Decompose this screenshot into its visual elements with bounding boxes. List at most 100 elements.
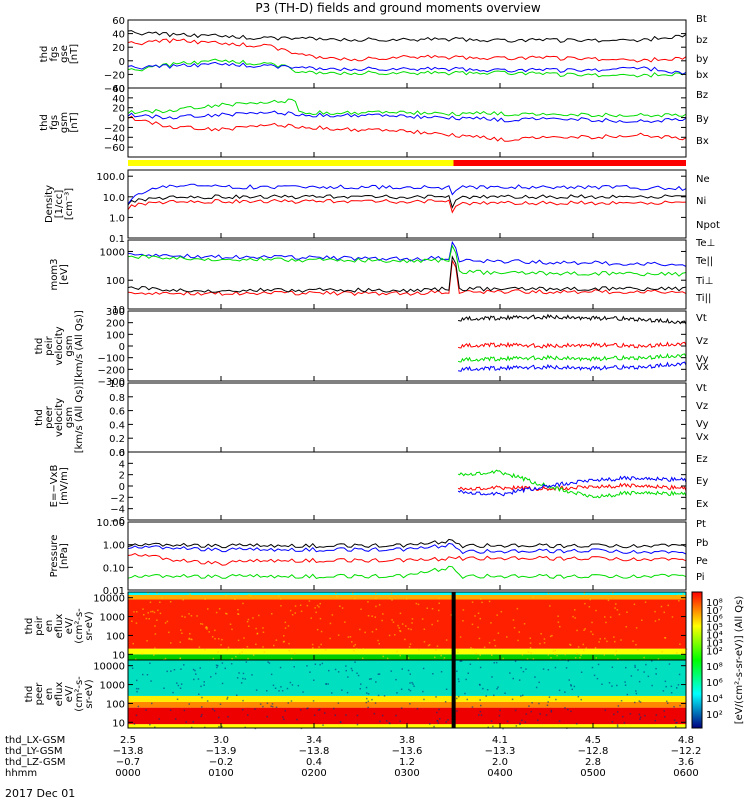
spectrogram-speck	[499, 709, 501, 712]
spectrogram-speck	[284, 627, 287, 629]
y-axis-label: eflux	[54, 682, 65, 707]
spectrogram-speck	[460, 660, 463, 662]
spectrogram-speck	[373, 712, 376, 715]
spectrogram-speck	[471, 601, 474, 603]
y-axis-label: thd	[39, 46, 50, 63]
y-tick-label: 0.2	[109, 434, 125, 445]
spectrogram-speck	[400, 688, 403, 690]
spectrogram-speck	[143, 614, 145, 616]
spectrogram-speck	[569, 643, 571, 646]
spectrogram-speck	[620, 700, 623, 702]
spectrogram-speck	[547, 701, 549, 703]
spectrogram-speck	[354, 661, 356, 663]
spectrogram-speck	[288, 650, 290, 652]
colorbar-tick: 10²	[706, 710, 723, 721]
spectrogram-speck	[480, 714, 483, 716]
spectrogram-speck	[400, 707, 403, 709]
spectrogram-speck	[314, 607, 316, 609]
spectrogram-speck	[243, 637, 245, 639]
spectrogram-speck	[572, 615, 574, 618]
spectrogram-speck	[471, 623, 474, 626]
spectrogram-speck	[496, 688, 498, 690]
y-axis-label: peer	[44, 405, 55, 429]
spectrogram-speck	[557, 621, 560, 623]
axis-row-value: 2.5	[120, 735, 136, 746]
spectrogram-speck	[493, 639, 496, 641]
spectrogram-speck	[329, 637, 331, 640]
spectrogram-speck	[169, 601, 172, 603]
spectrogram-speck	[579, 656, 581, 659]
spectrogram-speck	[353, 649, 355, 652]
spectrogram-speck	[388, 634, 391, 637]
spectrogram-speck	[577, 646, 580, 648]
panel-6: Vt Vz Vy Vx 1.0 0.8 0.6 0.4 0.2 0.0 thd peer velocit…	[34, 379, 709, 459]
y-tick-label: 10	[112, 650, 125, 661]
spectrogram-speck	[356, 723, 359, 726]
legend-label: Bt	[696, 14, 707, 25]
spectrogram-speck	[242, 672, 245, 675]
spectrogram-speck	[598, 641, 600, 643]
spectrogram-speck	[164, 657, 167, 660]
spectrogram-speck	[287, 625, 290, 627]
spectrogram-speck	[629, 713, 632, 715]
spectrogram-speck	[576, 653, 578, 655]
spectrogram-speck	[214, 638, 216, 640]
spectrogram-speck	[516, 607, 519, 610]
spectrogram-speck	[478, 683, 481, 686]
spectrogram-speck	[242, 602, 244, 605]
spectrogram-speck	[277, 595, 280, 597]
spectrogram-speck	[614, 654, 616, 656]
y-tick-label: −60	[104, 143, 125, 154]
spectrogram-speck	[329, 622, 332, 625]
spectrogram-speck	[616, 724, 619, 726]
spectrogram-speck	[391, 599, 393, 601]
y-tick-label: 300	[106, 307, 125, 318]
spectrogram-speck	[300, 709, 302, 711]
spectrogram-speck	[539, 642, 541, 645]
axis-row-value: 0300	[394, 768, 419, 779]
spectrogram-speck	[469, 663, 472, 665]
y-tick-label: 10.0	[103, 193, 125, 204]
legend-label: Ez	[696, 454, 708, 465]
spectrogram-speck	[237, 613, 239, 615]
spectrogram-speck	[555, 698, 557, 701]
spectrogram-band	[128, 660, 686, 696]
spectrogram-speck	[353, 645, 355, 647]
spectrogram-speck	[280, 605, 282, 607]
spectrogram-speck	[149, 601, 152, 603]
spectrogram-speck	[478, 714, 480, 716]
spectrogram-speck	[408, 646, 411, 648]
spectrogram-speck	[352, 592, 354, 595]
spectrogram-speck	[366, 697, 368, 700]
spectrogram-speck	[655, 714, 658, 716]
spectrogram-speck	[521, 719, 523, 722]
spectrogram-speck	[371, 615, 373, 617]
spectrogram-speck	[678, 600, 680, 602]
y-axis-label: gsm	[64, 407, 75, 428]
spectrogram-speck	[462, 620, 464, 622]
spectrogram-speck	[584, 602, 586, 605]
spectrogram-speck	[181, 632, 183, 634]
y-tick-label: −2	[110, 493, 125, 504]
spectrogram-band	[128, 707, 686, 725]
spectrogram-speck	[375, 628, 378, 631]
spectrogram-speck	[318, 606, 320, 608]
spectrogram-speck	[625, 666, 627, 669]
series-Ey	[457, 469, 687, 499]
colorbar-label: [eV/(cm²-s-sr-eV)] (All Qs)	[734, 596, 745, 725]
spectrogram-speck	[145, 709, 147, 711]
spectrogram-speck	[227, 646, 230, 649]
spectrogram-speck	[539, 713, 541, 715]
spectrogram-speck	[582, 643, 584, 646]
spectrogram-speck	[416, 708, 419, 710]
spectrogram-speck	[418, 648, 420, 651]
spectrogram-speck	[624, 684, 627, 686]
spectrogram-speck	[149, 723, 151, 726]
y-tick-label: −200	[98, 365, 125, 376]
spectrogram-speck	[247, 618, 250, 621]
spectrogram-speck	[529, 647, 532, 649]
spectrogram-speck	[197, 678, 200, 680]
series-Vt	[458, 313, 687, 325]
spectrogram-speck	[319, 663, 321, 666]
y-tick-label: 100	[106, 330, 125, 341]
